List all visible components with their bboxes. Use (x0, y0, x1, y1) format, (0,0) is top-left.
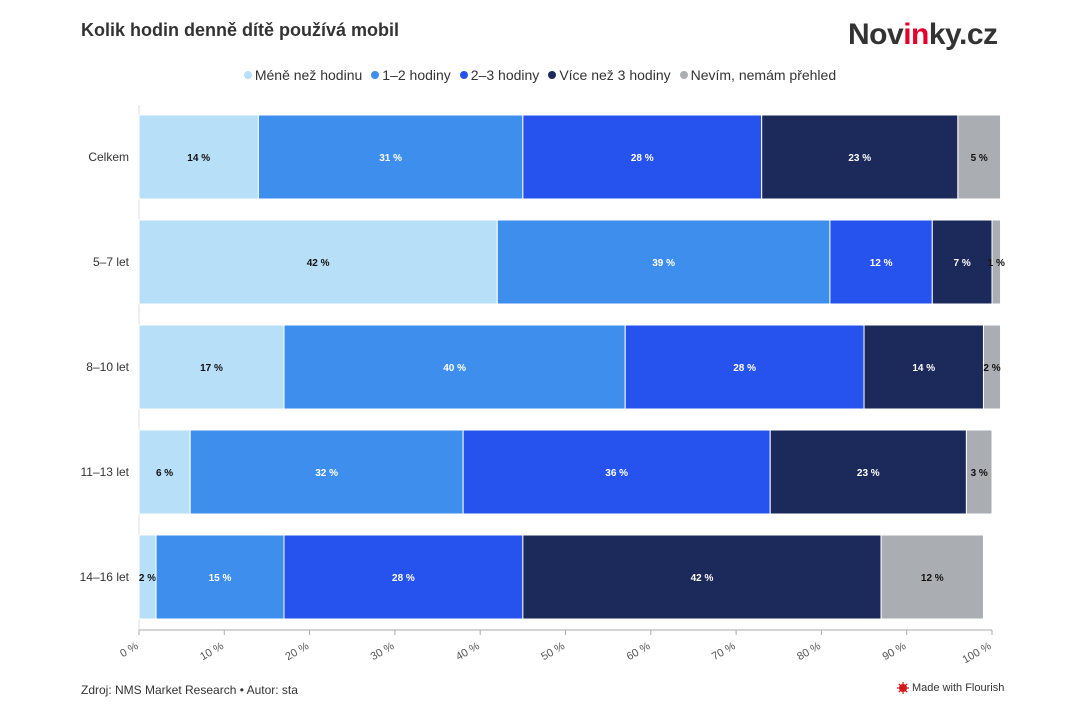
bar-segment (283, 534, 524, 620)
x-tick-label: 40 % (454, 640, 482, 663)
legend-item[interactable]: 1–2 hodiny (371, 67, 451, 83)
x-tick-label: 100 % (960, 640, 993, 666)
brand-logo[interactable]: Novinky.cz (848, 18, 998, 52)
brand-logo-prefix: Nov (848, 18, 904, 51)
data-label: 31 % (379, 153, 402, 164)
brand-logo-suffix: ky.cz (928, 18, 998, 51)
brand-logo-accent: in (903, 18, 929, 51)
category-label: 5–7 let (93, 255, 130, 269)
legend-swatch (679, 71, 688, 79)
x-tick-label: 60 % (625, 640, 653, 663)
bar-segment (257, 114, 524, 200)
legend-label: 1–2 hodiny (382, 67, 451, 83)
data-label: 40 % (443, 363, 466, 374)
data-label: 5 % (971, 153, 988, 164)
bar-segment (189, 429, 464, 515)
data-label: 3 % (971, 468, 988, 479)
bar-segment (138, 114, 259, 200)
data-label: 39 % (652, 258, 675, 269)
data-label: 23 % (857, 468, 880, 479)
category-label: Celkem (88, 150, 129, 164)
legend-label: Méně než hodinu (254, 67, 363, 83)
x-tick-label: 90 % (880, 640, 908, 663)
made-with-flourish-label: Made with Flourish (912, 682, 1005, 694)
category-label: 11–13 let (81, 465, 130, 479)
legend-item[interactable]: Méně než hodinu (243, 67, 363, 83)
bar-segment (155, 534, 285, 620)
legend-swatch (243, 71, 252, 79)
data-label: 17 % (200, 363, 223, 374)
legend-swatch (459, 71, 468, 79)
x-tick-label: 80 % (795, 640, 823, 663)
bar-segment (965, 429, 993, 515)
data-label: 23 % (848, 153, 871, 164)
data-label: 12 % (921, 573, 944, 584)
data-label: 28 % (631, 153, 654, 164)
bar-segment (138, 324, 285, 410)
data-label: 42 % (307, 258, 330, 269)
data-label: 14 % (187, 153, 210, 164)
data-label: 2 % (139, 573, 156, 584)
bar-segment (522, 534, 882, 620)
flourish-logo-icon (897, 682, 909, 694)
bar-segment (982, 324, 1002, 410)
bar-segment (283, 324, 626, 410)
source-note: Zdroj: NMS Market Research • Autor: sta (81, 683, 298, 697)
data-label: 42 % (691, 573, 714, 584)
legend-label: 2–3 hodiny (470, 67, 540, 83)
legend-item[interactable]: Nevím, nemám přehled (679, 67, 837, 83)
x-tick-label: 30 % (369, 640, 397, 663)
bar-segment (496, 219, 831, 305)
data-label: 7 % (954, 258, 971, 269)
bar-segment (991, 219, 1002, 305)
data-label: 36 % (605, 468, 628, 479)
data-label: 2 % (983, 363, 1000, 374)
data-label: 32 % (315, 468, 338, 479)
x-tick-label: 10 % (198, 640, 226, 663)
data-label: 1 % (988, 258, 1005, 269)
chart-legend: Méně než hodinu 1–2 hodiny 2–3 hodiny Více … (0, 67, 1080, 83)
chart-title: Kolik hodin denně dítě používá mobil (81, 20, 400, 40)
legend-swatch (371, 71, 380, 79)
x-tick-label: 70 % (710, 640, 738, 663)
legend-label: Více než 3 hodiny (559, 67, 671, 83)
bar-segment (957, 114, 1002, 200)
data-label: 12 % (870, 258, 893, 269)
bar-segment (138, 429, 191, 515)
category-label: 8–10 let (86, 360, 129, 374)
bar-segment (880, 534, 984, 620)
category-label: 14–16 let (80, 570, 130, 584)
legend-swatch (548, 71, 557, 79)
bar-segment (624, 324, 865, 410)
made-with-flourish[interactable]: Made with Flourish (897, 682, 1004, 694)
data-label: 28 % (733, 363, 756, 374)
bar-segment (931, 219, 993, 305)
data-label: 28 % (392, 573, 415, 584)
x-tick-label: 20 % (283, 640, 311, 663)
x-tick-label: 0 % (118, 640, 141, 660)
data-label: 14 % (912, 363, 935, 374)
bar-segment (462, 429, 771, 515)
bar-segment (761, 114, 959, 200)
bar-segment (522, 114, 763, 200)
bar-segment (863, 324, 984, 410)
legend-item[interactable]: 2–3 hodiny (459, 67, 540, 83)
legend-label: Nevím, nemám přehled (690, 67, 837, 83)
data-label: 15 % (209, 573, 232, 584)
data-label: 6 % (156, 468, 173, 479)
legend-item[interactable]: Více než 3 hodiny (548, 67, 671, 83)
x-tick-label: 50 % (539, 640, 567, 663)
bar-segment (769, 429, 967, 515)
bar-segment (138, 219, 498, 305)
bar-segment (829, 219, 933, 305)
